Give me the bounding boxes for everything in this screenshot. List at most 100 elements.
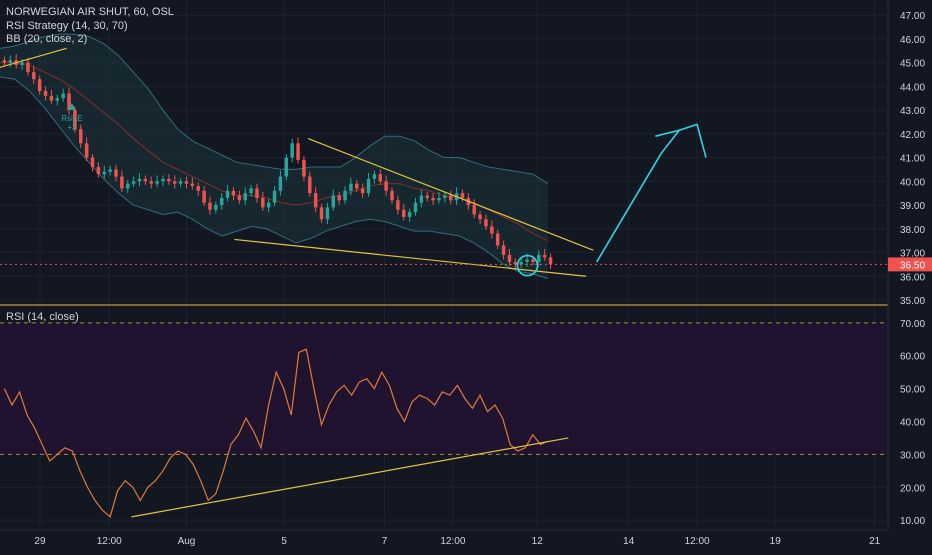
price-tick-label: 47.00 — [900, 11, 925, 22]
bb-legend[interactable]: BB (20, close, 2) — [6, 33, 88, 45]
rsi-tick-label: 30.00 — [900, 450, 925, 461]
rsi-legend[interactable]: RSI (14, close) — [6, 311, 79, 323]
candle-body — [214, 205, 218, 210]
price-tick-label: 40.00 — [900, 177, 925, 188]
x-tick-label: Aug — [178, 536, 196, 547]
candle-body — [478, 214, 482, 220]
candle-body — [542, 254, 547, 258]
x-tick-label: 5 — [281, 536, 287, 547]
rsi-tick-label: 20.00 — [900, 483, 925, 494]
x-tick-label: 12:00 — [97, 536, 122, 547]
candle-body — [460, 193, 465, 198]
candle-body — [120, 176, 124, 189]
candle-body — [49, 95, 54, 101]
candle-body — [131, 181, 136, 184]
candle-body — [372, 174, 377, 179]
candle-body — [319, 207, 324, 220]
candle-body — [337, 195, 341, 201]
candle-body — [37, 79, 42, 92]
candle-body — [548, 257, 553, 265]
candle-body — [331, 195, 336, 208]
candle-body — [448, 195, 453, 201]
price-tick-label: 35.00 — [900, 296, 925, 307]
candle-body — [178, 181, 183, 184]
candle-body — [531, 259, 535, 263]
rsi-tick-label: 40.00 — [900, 418, 925, 429]
candle-body — [61, 93, 65, 99]
candle-body — [472, 205, 476, 215]
candle-body — [96, 167, 101, 175]
rsi-trendline — [131, 437, 569, 518]
candle-body — [155, 181, 159, 184]
candle-body — [73, 110, 77, 130]
candle-body — [79, 129, 83, 144]
candle-body — [26, 62, 30, 73]
price-tick-label: 46.00 — [900, 35, 925, 46]
candle-body — [67, 93, 71, 111]
candle-body — [384, 181, 388, 191]
candle-body — [302, 159, 306, 177]
candle-body — [495, 233, 500, 246]
candle-body — [137, 178, 142, 182]
candle-body — [167, 178, 171, 182]
buy-arrow-icon — [67, 102, 76, 110]
candle-body — [84, 143, 89, 158]
x-tick-label: 12:00 — [685, 536, 710, 547]
bollinger-bands — [0, 33, 549, 280]
candle-body — [55, 98, 60, 101]
x-tick-label: 19 — [770, 536, 782, 547]
price-tick-label: 42.00 — [900, 130, 925, 141]
candle-body — [296, 143, 300, 160]
candle-body — [490, 226, 494, 234]
candle-body — [278, 176, 283, 191]
candle-body — [249, 188, 253, 194]
candle-body — [2, 60, 7, 63]
trendline-lower-wedge — [234, 238, 587, 277]
rsi-tick-label: 50.00 — [900, 385, 925, 396]
candle-body — [419, 195, 424, 203]
candle-body — [161, 178, 165, 182]
candles[interactable] — [2, 54, 553, 270]
candle-body — [90, 157, 95, 168]
candle-body — [437, 197, 441, 201]
candle-body — [425, 195, 429, 198]
last-price-label: 36.50 — [900, 260, 925, 271]
candle-body — [208, 202, 212, 210]
price-tick-label: 45.00 — [900, 59, 925, 70]
candle-body — [431, 197, 435, 201]
last-price-tag — [888, 257, 932, 272]
candle-body — [143, 178, 148, 182]
candle-body — [513, 262, 518, 265]
candle-body — [537, 254, 541, 263]
strategy-legend[interactable]: RSI Strategy (14, 30, 70) — [6, 20, 128, 32]
candle-body — [290, 143, 294, 158]
rsi-tick-label: 70.00 — [900, 319, 925, 330]
rsi-band — [0, 322, 888, 455]
candle-body — [284, 157, 289, 177]
candle-body — [407, 212, 412, 217]
drawings[interactable]: RsiLE+2 — [0, 47, 888, 277]
symbol-legend[interactable]: NORWEGIAN AIR SHUT, 60, OSL — [6, 6, 174, 18]
candle-body — [149, 181, 153, 184]
rsi-series — [3, 348, 569, 518]
highlight-circle — [516, 254, 539, 277]
candle-body — [261, 197, 265, 208]
price-tick-label: 38.00 — [900, 225, 925, 236]
strategy-marker-label: RsiLE — [61, 114, 82, 123]
candle-body — [402, 209, 406, 217]
x-tick-label: 14 — [623, 536, 635, 547]
candle-body — [413, 202, 418, 213]
candle-body — [507, 254, 512, 263]
candle-body — [237, 195, 242, 201]
candle-body — [225, 190, 230, 198]
candle-body — [390, 190, 394, 201]
candle-body — [243, 193, 247, 201]
trendline-upper-wedge — [307, 138, 594, 251]
candle-body — [272, 190, 277, 203]
candle-body — [355, 183, 359, 189]
price-tick-label: 37.00 — [900, 249, 925, 260]
candle-body — [313, 193, 318, 208]
